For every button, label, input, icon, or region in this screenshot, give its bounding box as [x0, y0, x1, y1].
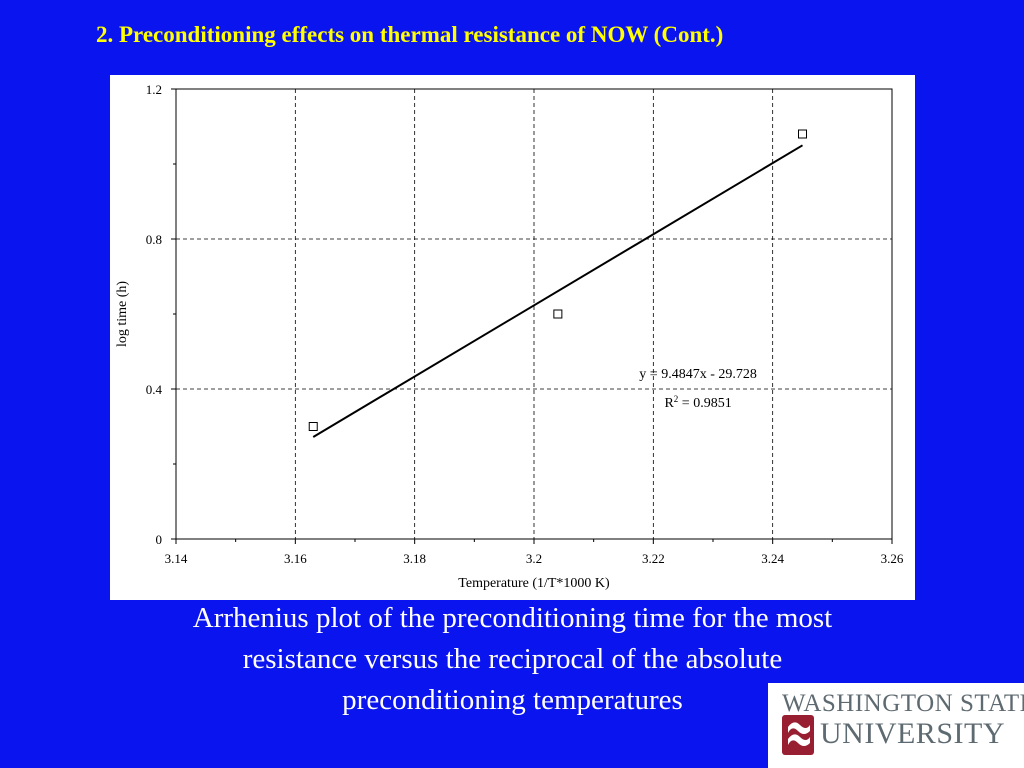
grid-layer [176, 89, 892, 539]
x-tick-label: 3.26 [881, 551, 904, 566]
y-axis-label: log time (h) [115, 281, 130, 347]
chart-panel: 3.14 3.16 3.18 3.2 3.22 3.24 3.26 0 0.4 0.8 1.2 y… [110, 75, 915, 600]
x-axis-label: Temperature (1/T*1000 K) [458, 576, 610, 591]
data-point-marker [553, 309, 563, 319]
y-tick-label: 1.2 [146, 82, 162, 97]
tick-layer [171, 88, 893, 544]
cougar-head-icon [782, 715, 814, 755]
data-points [308, 129, 807, 431]
x-tick-label: 3.16 [284, 551, 307, 566]
arrhenius-chart: 3.14 3.16 3.18 3.2 3.22 3.24 3.26 0 0.4 0.8 1.2 y… [115, 82, 904, 591]
r-squared-label: R2 = 0.9851 [664, 394, 731, 411]
trendline-equation: y = 9.4847x - 29.728 [639, 367, 757, 382]
y-tick-labels: 0 0.4 0.8 1.2 [146, 82, 163, 547]
x-tick-labels: 3.14 3.16 3.18 3.2 3.22 3.24 3.26 [165, 551, 904, 566]
slide-caption: Arrhenius plot of the preconditioning ti… [110, 598, 915, 721]
x-tick-label: 3.14 [165, 551, 188, 566]
y-tick-label: 0.4 [146, 382, 163, 397]
x-tick-label: 3.18 [403, 551, 426, 566]
y-tick-label: 0 [156, 532, 163, 547]
trendline [312, 144, 804, 438]
caption-line-2: resistance versus the reciprocal of the … [242, 643, 783, 675]
caption-line-1: Arrhenius plot of the preconditioning ti… [192, 602, 833, 634]
x-tick-label: 3.22 [642, 551, 665, 566]
data-point-marker [798, 129, 807, 139]
logo-text-line-2: UNIVERSITY [820, 717, 1005, 750]
x-tick-label: 3.24 [761, 551, 784, 566]
caption-line-3: preconditioning temperatures [342, 684, 683, 716]
wsu-logo: WASHINGTON STATE UNIVERSITY [768, 683, 1024, 768]
y-tick-label: 0.8 [146, 232, 162, 247]
data-point-marker [308, 422, 318, 431]
slide-title: 2. Preconditioning effects on thermal re… [96, 22, 724, 47]
x-tick-label: 3.2 [526, 551, 542, 566]
logo-text-line-1: WASHINGTON STATE [782, 690, 1024, 717]
